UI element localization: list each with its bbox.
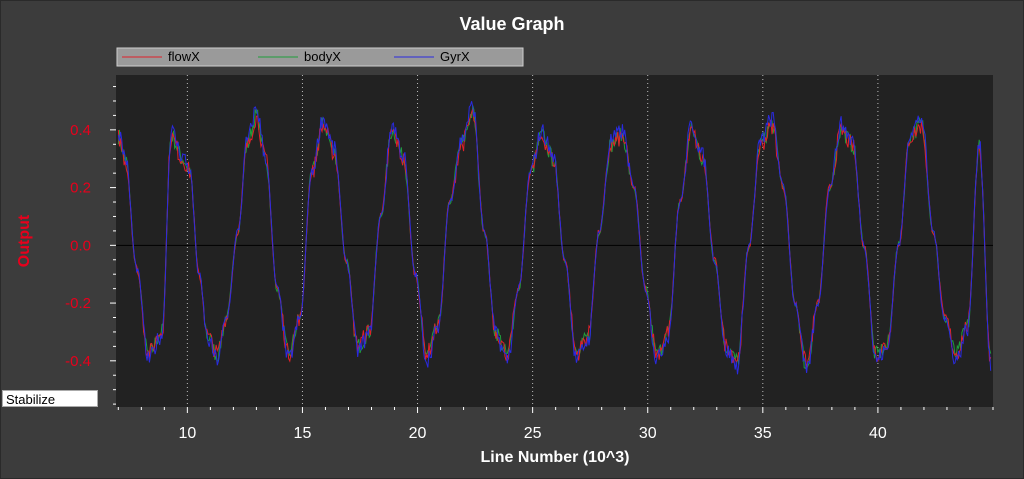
plot-area [116, 75, 993, 407]
flight-mode-box: Stabilize [2, 390, 98, 407]
y-tick-label: 0.2 [70, 180, 91, 197]
y-axis-label: Output [16, 214, 33, 267]
series-line-flowX [117, 108, 992, 372]
legend-label-bodyX: bodyX [304, 49, 341, 64]
y-tick-label: 0.4 [70, 122, 91, 139]
y-axis: -0.4 -0.2 0.0 0.2 0.4 [65, 86, 116, 405]
x-tick-label: 40 [869, 425, 887, 442]
y-tick-label: -0.4 [65, 353, 91, 370]
x-axis-label: Line Number (10^3) [481, 449, 630, 466]
series-lines [117, 101, 992, 375]
legend-label-flowX: flowX [168, 49, 200, 64]
x-tick-label: 30 [639, 425, 657, 442]
x-tick-label: 35 [754, 425, 772, 442]
series-line-GyrX [117, 101, 992, 375]
y-tick-label: -0.2 [65, 295, 91, 312]
legend-box [116, 47, 524, 67]
y-tick-label: 0.0 [70, 237, 91, 254]
x-tick-label: 10 [178, 425, 196, 442]
x-tick-label: 25 [524, 425, 542, 442]
legend: flowX bodyX GyrX [116, 47, 524, 67]
x-tick-label: 20 [409, 425, 427, 442]
x-axis: 10 15 20 25 30 35 40 [117, 407, 994, 442]
x-tick-label: 15 [294, 425, 312, 442]
legend-label-GyrX: GyrX [440, 49, 470, 64]
chart-title: Value Graph [459, 14, 564, 34]
